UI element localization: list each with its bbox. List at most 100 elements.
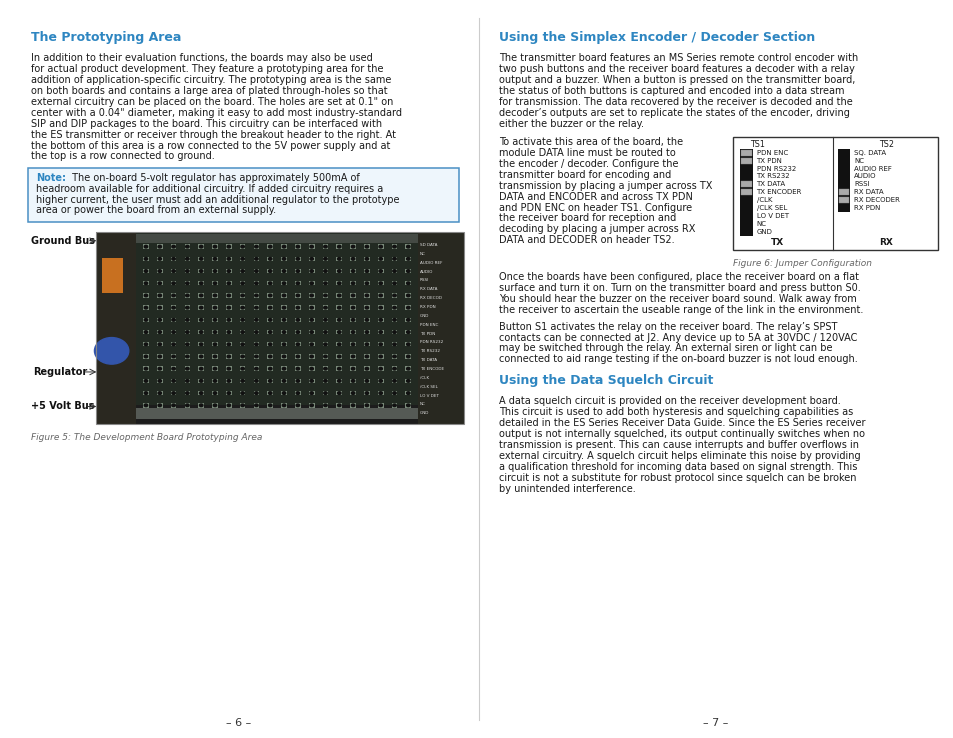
Circle shape (172, 282, 175, 285)
Circle shape (241, 343, 244, 345)
Circle shape (241, 269, 244, 272)
Text: the encoder / decoder. Configure the: the encoder / decoder. Configure the (498, 159, 678, 169)
Circle shape (365, 294, 368, 297)
Bar (226, 354, 232, 359)
Bar (253, 317, 259, 322)
Bar (364, 317, 370, 322)
Bar (392, 391, 397, 396)
Bar (377, 293, 383, 297)
Circle shape (365, 319, 368, 321)
Bar (364, 354, 370, 359)
Circle shape (158, 294, 161, 297)
Bar (171, 367, 176, 371)
Bar (184, 379, 190, 383)
Circle shape (213, 294, 216, 297)
Bar (309, 330, 314, 334)
Circle shape (323, 258, 327, 261)
Bar (198, 317, 204, 322)
Bar (212, 317, 217, 322)
Bar (281, 244, 287, 249)
Text: Once the boards have been configured, place the receiver board on a flat: Once the boards have been configured, pl… (498, 272, 858, 282)
Bar (392, 244, 397, 249)
Circle shape (254, 282, 258, 285)
Bar (253, 367, 259, 371)
Circle shape (378, 294, 382, 297)
Bar (377, 379, 383, 383)
Bar (281, 257, 287, 261)
Bar (740, 182, 751, 187)
Circle shape (144, 306, 148, 309)
Bar (309, 391, 314, 396)
Bar (253, 293, 259, 297)
Circle shape (199, 306, 203, 309)
Bar (336, 293, 342, 297)
Circle shape (172, 355, 175, 358)
Circle shape (186, 282, 189, 285)
Circle shape (268, 392, 272, 394)
Circle shape (227, 245, 231, 248)
Circle shape (295, 306, 299, 309)
Circle shape (144, 355, 148, 358)
Circle shape (254, 306, 258, 309)
Bar (267, 342, 273, 347)
Bar (350, 257, 355, 261)
Bar (392, 403, 397, 407)
Bar (226, 330, 232, 334)
Circle shape (241, 392, 244, 394)
Bar (239, 317, 245, 322)
Circle shape (337, 404, 340, 407)
Text: – 7 –: – 7 – (702, 718, 727, 728)
Bar (212, 281, 217, 286)
Text: PDN RS232: PDN RS232 (419, 340, 442, 345)
Text: RX DECODER: RX DECODER (853, 197, 899, 203)
Circle shape (227, 368, 231, 370)
Text: SQ. DATA: SQ. DATA (853, 150, 885, 156)
Text: SIP and DIP packages to the board. This circuitry can be interfaced with: SIP and DIP packages to the board. This … (31, 119, 382, 128)
Bar (364, 281, 370, 286)
Circle shape (323, 355, 327, 358)
Circle shape (227, 355, 231, 358)
Text: Using the Simplex Encoder / Decoder Section: Using the Simplex Encoder / Decoder Sect… (498, 31, 814, 44)
Circle shape (393, 258, 395, 261)
Bar (239, 403, 245, 407)
Circle shape (172, 404, 175, 407)
Circle shape (144, 392, 148, 394)
Circle shape (144, 245, 148, 248)
Text: Button S1 activates the relay on the receiver board. The relay’s SPST: Button S1 activates the relay on the rec… (498, 322, 837, 331)
Bar (143, 306, 149, 310)
Text: center with a 0.04" diameter, making it easy to add most industry-standard: center with a 0.04" diameter, making it … (31, 108, 402, 118)
Circle shape (241, 258, 244, 261)
Circle shape (213, 306, 216, 309)
Circle shape (323, 368, 327, 370)
Circle shape (295, 319, 299, 321)
Bar (377, 269, 383, 273)
Circle shape (199, 331, 203, 334)
Circle shape (282, 245, 286, 248)
Circle shape (295, 269, 299, 272)
Bar (239, 293, 245, 297)
Bar (226, 281, 232, 286)
Circle shape (337, 392, 340, 394)
Circle shape (186, 245, 189, 248)
Circle shape (199, 319, 203, 321)
Circle shape (144, 331, 148, 334)
Circle shape (351, 404, 355, 407)
Bar (184, 257, 190, 261)
Circle shape (227, 331, 231, 334)
Circle shape (406, 269, 410, 272)
Bar (136, 232, 417, 405)
Circle shape (213, 355, 216, 358)
Bar (143, 257, 149, 261)
Bar (281, 354, 287, 359)
Circle shape (323, 319, 327, 321)
Bar (322, 330, 328, 334)
Circle shape (213, 269, 216, 272)
Bar (267, 367, 273, 371)
Bar (253, 281, 259, 286)
Bar (350, 403, 355, 407)
Circle shape (213, 404, 216, 407)
Circle shape (351, 245, 355, 248)
Bar (253, 330, 259, 334)
Bar (322, 269, 328, 273)
Bar (405, 306, 411, 310)
